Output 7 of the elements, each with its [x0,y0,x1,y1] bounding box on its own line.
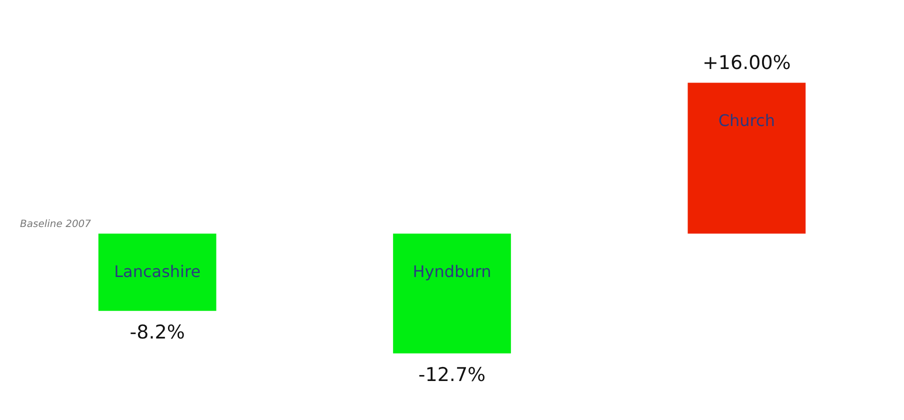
data-label: -12.7% [418,364,486,386]
x-tick-label: Church [718,111,775,130]
annotation: Baseline 2007 [20,219,92,230]
x-tick-label: Lancashire [114,262,201,282]
data-label: +16.00% [702,52,791,74]
x-tick-label: Hyndburn [412,262,492,282]
data-label: -8.2% [130,321,185,344]
